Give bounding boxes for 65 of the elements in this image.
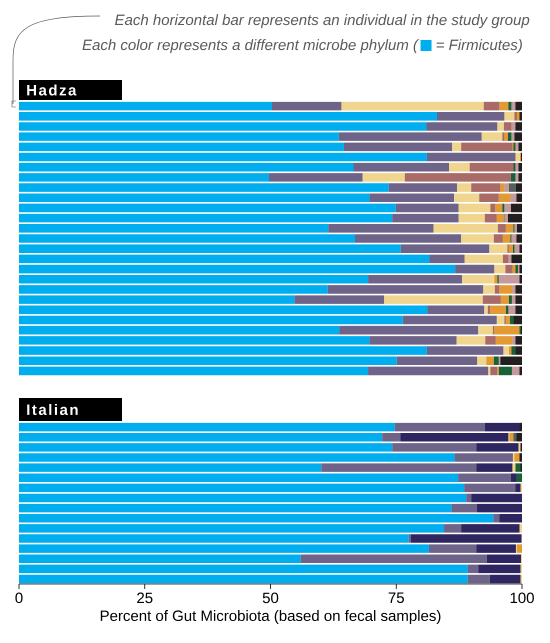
bar [452,504,477,512]
x-tick-label: 50 [262,592,278,604]
x-axis-title: Percent of Gut Microbiota (based on fecal samples) [100,610,440,624]
bar [494,356,499,366]
bar [508,254,512,264]
bar [494,285,500,294]
bar [508,346,512,355]
bar [514,453,520,462]
bar [503,346,509,355]
bar [341,102,484,110]
bar [516,112,520,121]
x-tick-label: 100 [510,592,534,604]
bar [508,132,512,141]
bar [512,264,516,274]
bar [384,295,483,304]
bar [504,112,514,121]
bar [508,183,516,192]
chart-title: Italian [27,404,78,416]
bar [508,295,512,304]
chart-title: Hadza [27,84,76,96]
bar [272,102,342,110]
bar [486,356,494,366]
bar [513,432,516,442]
x-tick-label: 25 [137,592,152,604]
bar [512,336,516,345]
bar [515,264,518,274]
bar [515,142,518,152]
bar [512,463,516,472]
bar [499,285,512,294]
bar [515,152,520,162]
bar [504,214,508,222]
bar [514,112,517,121]
bar [506,306,508,314]
x-tick-label: 75 [388,592,404,604]
bar [496,316,504,324]
bar [484,306,488,314]
bar [452,142,462,152]
bar [511,346,516,355]
bar [484,102,500,110]
bar [512,366,520,376]
bar [504,132,508,141]
bar [294,295,384,304]
bar [477,356,486,366]
bar [508,102,512,110]
bar [490,366,498,376]
text: = Firmicutes) [436,39,522,54]
bar [516,544,522,553]
bar [449,162,470,172]
bar [444,524,462,533]
bar [498,366,512,376]
bar [505,264,512,274]
bar [509,432,514,442]
x-tick-label: 0 [15,592,23,604]
bar [499,102,508,110]
bar [494,274,498,284]
bar [511,102,516,110]
bar [510,316,514,324]
text: Each horizontal bar represents an individual in the study group [115,14,530,28]
bar [494,264,506,274]
bar [504,183,509,192]
bar [493,514,500,522]
text: Each color represents a different microbe phylum ( [82,39,420,54]
bar [362,173,405,182]
bar [496,214,504,222]
bar [484,214,497,222]
